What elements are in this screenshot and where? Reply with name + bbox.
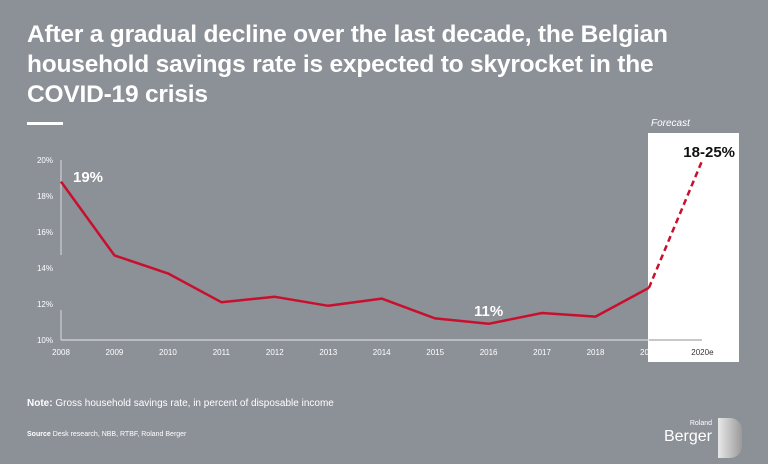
forecast-label: Forecast (651, 118, 690, 129)
data-label: 19% (73, 169, 103, 186)
x-tick-label: 2016 (480, 348, 498, 357)
title-underline (27, 122, 63, 125)
note: Note: Gross household savings rate, in p… (27, 398, 334, 409)
x-tick-label: 2014 (373, 348, 391, 357)
x-tick-label: 2011 (213, 348, 231, 357)
x-tick-label: 2017 (533, 348, 551, 357)
x-tick-label: 2009 (106, 348, 124, 357)
roland-berger-logo: Roland Berger (664, 418, 742, 458)
y-tick-label: 16% (37, 228, 53, 237)
logo-line2: Berger (663, 428, 712, 445)
logo-b-mark (718, 418, 742, 458)
data-label: 11% (474, 303, 503, 320)
x-tick-label: 2010 (159, 348, 177, 357)
note-label: Note: (27, 398, 53, 409)
source-label: Source (27, 431, 51, 438)
source: Source Desk research, NBB, RTBF, Roland … (27, 431, 186, 438)
y-tick-label: 18% (37, 192, 53, 201)
source-text: Desk research, NBB, RTBF, Roland Berger (52, 431, 187, 438)
logo-line1: Roland (689, 420, 712, 427)
x-tick-label: 2008 (52, 348, 70, 357)
y-tick-label: 14% (37, 264, 53, 273)
forecast-area (648, 133, 739, 362)
y-tick-label: 20% (37, 156, 53, 165)
x-tick-label: 2015 (426, 348, 444, 357)
forecast-line (647, 159, 704, 289)
y-tick-label: 12% (37, 300, 53, 309)
x-tick-label: 2012 (266, 348, 284, 357)
series-line (59, 180, 650, 326)
x-tick-label: 2020e (691, 348, 714, 357)
note-text: Gross household savings rate, in percent… (55, 398, 334, 409)
y-tick-label: 10% (37, 336, 53, 345)
x-tick-label: 2019 (640, 348, 658, 357)
chart-title: After a gradual decline over the last de… (27, 21, 668, 108)
x-tick-label: 2018 (587, 348, 605, 357)
data-label: 18-25% (683, 144, 735, 161)
x-tick-label: 2013 (319, 348, 337, 357)
